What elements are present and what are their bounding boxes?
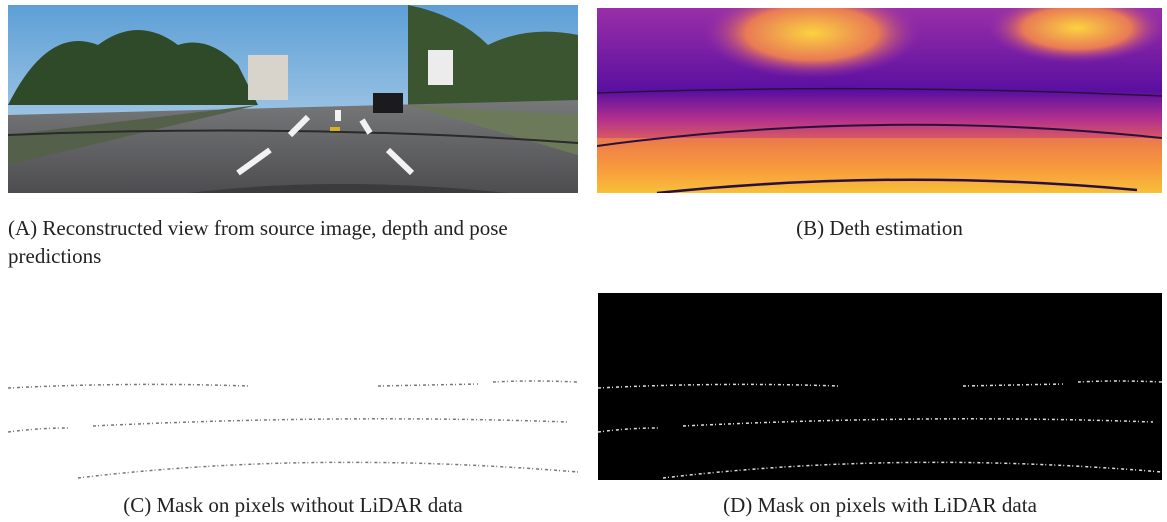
caption: (A) Reconstructed view from source image… [8,214,583,270]
page: {"figure": {"panels": [ {"caption": "(A)… [0,0,1167,522]
caption: (B) Deth estimation [597,214,1162,242]
mask-without-lidar-image [8,370,578,480]
caption: (C) Mask on pixels without LiDAR data [8,491,578,519]
reconstructed-view-image [8,5,578,193]
caption: (D) Mask on pixels with LiDAR data [598,491,1162,519]
depth-estimation-image [597,8,1162,193]
mask-with-lidar-image [598,293,1162,480]
